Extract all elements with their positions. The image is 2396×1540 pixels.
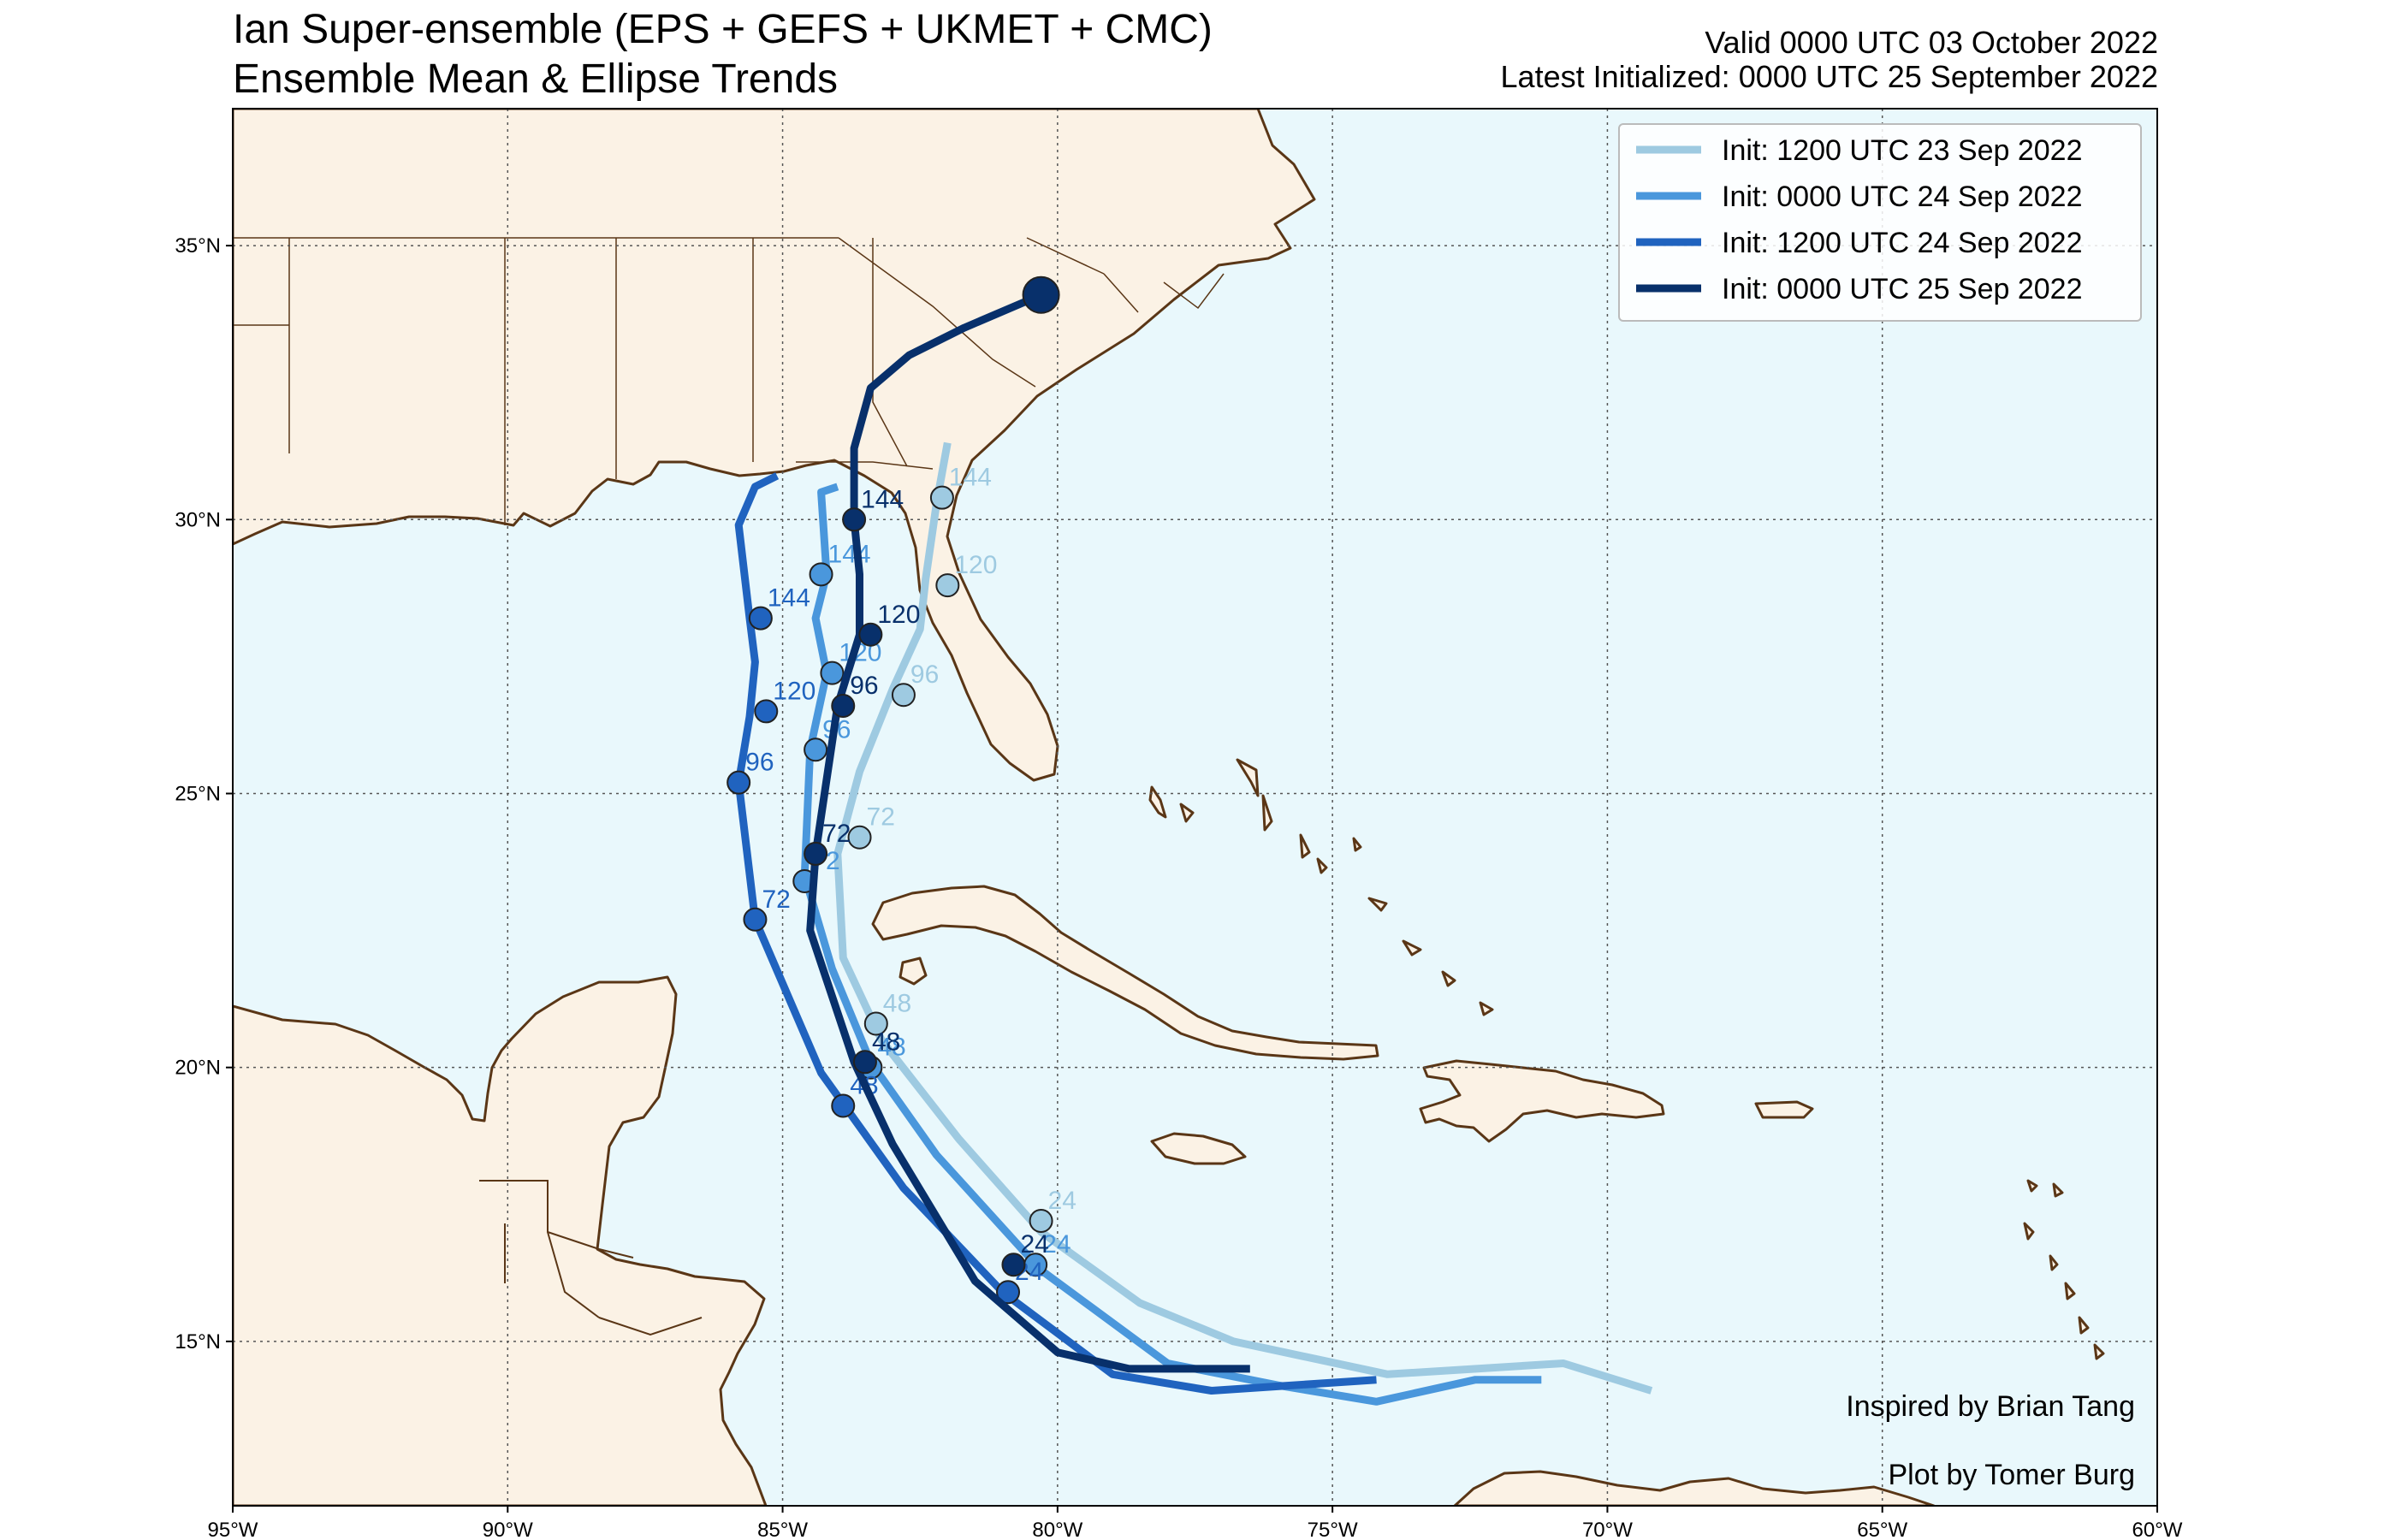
latest-initialized: Latest Initialized: 0000 UTC 25 Septembe… [1500, 59, 2158, 94]
x-tick-label: 90°W [483, 1519, 533, 1540]
forecast-hour-label: 24 [1042, 1230, 1070, 1259]
legend-label: Init: 1200 UTC 23 Sep 2022 [1722, 134, 2083, 167]
forecast-hour-label: 96 [850, 672, 878, 700]
valid-time: Valid 0000 UTC 03 October 2022 [1705, 25, 2158, 60]
x-tick-label: 65°W [1857, 1519, 1907, 1540]
track-layer: 24 48 72 96 120 144 24 48 72 96 120 144 24 48 72 96 120 1… [727, 275, 1653, 1406]
central-america-landmass [233, 975, 768, 1506]
credit-inspired: Inspired by Brian Tang [1846, 1390, 2135, 1423]
y-tick-label: 25°N [175, 782, 221, 805]
country-borders [479, 1180, 703, 1336]
forecast-hour-marker [935, 573, 960, 598]
valid-info: Valid 0000 UTC 03 October 2022 Latest In… [1501, 26, 2158, 94]
forecast-hour-label: 24 [1020, 1230, 1048, 1259]
forecast-hour-marker [858, 622, 883, 647]
forecast-hour-label: 72 [867, 803, 895, 832]
y-tick-label: 35°N [175, 234, 221, 258]
isle-of-youth [898, 957, 928, 986]
track-series-1: 24 48 72 96 120 144 [833, 441, 1653, 1395]
tick-labels: 95°W 90°W 85°W 80°W 75°W 70°W 65°W 60°W 15°N 20°N… [175, 234, 2182, 1540]
forecast-hour-marker [842, 507, 867, 532]
forecast-hour-label: 96 [910, 660, 939, 689]
track-series-4: 24 48 72 96 120 144 [804, 275, 1250, 1373]
track-endpoint-marker [1022, 275, 1060, 314]
forecast-hour-label: 120 [954, 551, 997, 579]
forecast-hour-marker [847, 825, 872, 850]
x-tick-label: 80°W [1032, 1519, 1082, 1540]
forecast-hour-marker [831, 694, 856, 719]
chart-title: Ian Super-ensemble (EPS + GEFS + UKMET +… [233, 5, 1213, 104]
legend-label: Init: 1200 UTC 24 Sep 2022 [1722, 227, 2083, 259]
forecast-hour-label: 72 [762, 886, 790, 914]
forecast-hour-marker [1029, 1208, 1053, 1233]
x-tick-label: 95°W [208, 1519, 258, 1540]
forecast-hour-label: 120 [773, 677, 815, 705]
forecast-hour-label: 120 [877, 601, 920, 629]
puerto-rico-island [1754, 1100, 1814, 1119]
y-tick-label: 20°N [175, 1057, 221, 1080]
forecast-hour-marker [852, 1050, 877, 1075]
forecast-hour-marker [804, 841, 828, 866]
forecast-hour-marker [743, 907, 768, 932]
y-tick-label: 30°N [175, 508, 221, 531]
forecast-hour-label: 144 [949, 464, 992, 492]
track-line [800, 483, 1542, 1406]
forecast-hour-label: 96 [745, 749, 774, 777]
x-tick-label: 70°W [1582, 1519, 1633, 1540]
south-america-landmass [1453, 1470, 1936, 1506]
plot-frame [232, 108, 2158, 1507]
forecast-hour-marker [929, 485, 954, 510]
title-line-2: Ensemble Mean & Ellipse Trends [233, 56, 839, 102]
forecast-hour-marker [727, 770, 751, 795]
legend-box [1618, 123, 2142, 322]
legend: Init: 1200 UTC 23 Sep 2022 Init: 0000 UTC… [1618, 123, 2142, 322]
forecast-hour-label: 144 [768, 584, 810, 613]
credit-plot: Plot by Tomer Burg [1888, 1459, 2135, 1491]
legend-label: Init: 0000 UTC 25 Sep 2022 [1722, 273, 2083, 305]
x-tick-label: 75°W [1308, 1519, 1358, 1540]
track-line [833, 441, 1653, 1395]
forecast-hour-marker [831, 1093, 856, 1118]
forecast-hour-marker [996, 1280, 1021, 1305]
x-tick-label: 60°W [2132, 1519, 2183, 1540]
forecast-hour-marker [820, 660, 845, 685]
hispaniola-island [1419, 1059, 1665, 1143]
forecast-hour-label: 24 [1048, 1187, 1076, 1215]
y-tick-label: 15°N [175, 1330, 221, 1353]
forecast-hour-marker [809, 562, 833, 587]
forecast-hour-label: 48 [877, 1034, 905, 1062]
forecast-hour-marker [1001, 1253, 1026, 1277]
legend-label: Init: 0000 UTC 24 Sep 2022 [1722, 181, 2083, 213]
forecast-hour-marker [754, 699, 779, 724]
forecast-hour-marker [748, 606, 773, 631]
title-line-1: Ian Super-ensemble (EPS + GEFS + UKMET +… [233, 7, 1213, 52]
lesser-antilles [2023, 1179, 2105, 1360]
x-tick-label: 85°W [757, 1519, 808, 1540]
jamaica-island [1150, 1132, 1247, 1165]
forecast-hour-label: 48 [883, 989, 911, 1017]
forecast-hour-label: 144 [861, 485, 904, 513]
forecast-hour-label: 144 [828, 540, 871, 568]
cuba-island [871, 885, 1379, 1061]
forecast-hour-marker [891, 683, 916, 708]
forecast-hour-label: 72 [822, 820, 851, 848]
forecast-hour-label: 48 [872, 1028, 900, 1056]
forecast-hour-marker [863, 1011, 888, 1036]
forecast-hour-marker [804, 737, 828, 762]
bahamas-islands [1148, 758, 1494, 1016]
